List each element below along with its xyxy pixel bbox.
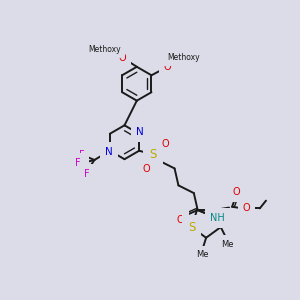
- Text: NH: NH: [210, 213, 225, 223]
- Text: O: O: [232, 187, 240, 197]
- Text: N: N: [105, 147, 113, 157]
- Text: Methoxy: Methoxy: [167, 53, 200, 62]
- Text: Methoxy: Methoxy: [88, 45, 121, 54]
- Text: F: F: [75, 158, 80, 168]
- Text: N: N: [136, 127, 144, 137]
- Text: O: O: [142, 164, 150, 174]
- Text: O: O: [118, 53, 126, 63]
- Text: S: S: [149, 148, 157, 161]
- Text: F: F: [84, 169, 89, 179]
- Text: O: O: [161, 139, 169, 149]
- Text: O: O: [164, 62, 172, 72]
- Text: Me: Me: [196, 250, 208, 259]
- Text: Me: Me: [221, 239, 233, 248]
- Text: O: O: [176, 215, 184, 225]
- Text: F: F: [79, 150, 84, 160]
- Text: O: O: [243, 203, 250, 213]
- Text: S: S: [188, 220, 195, 234]
